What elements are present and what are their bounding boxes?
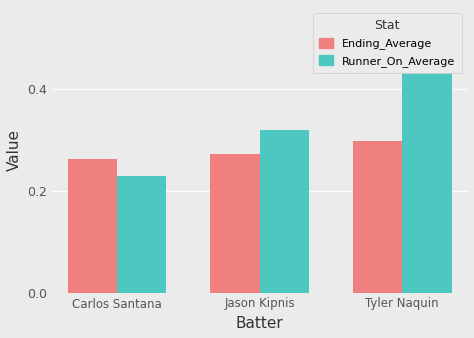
Legend: Ending_Average, Runner_On_Average: Ending_Average, Runner_On_Average [313,13,462,73]
Bar [117,176,166,293]
Bar [353,141,402,293]
Bar [402,38,452,293]
Y-axis label: Value: Value [7,129,22,171]
X-axis label: Batter: Batter [236,316,283,331]
Bar [68,159,117,293]
Bar [260,130,309,293]
Bar [210,154,260,293]
